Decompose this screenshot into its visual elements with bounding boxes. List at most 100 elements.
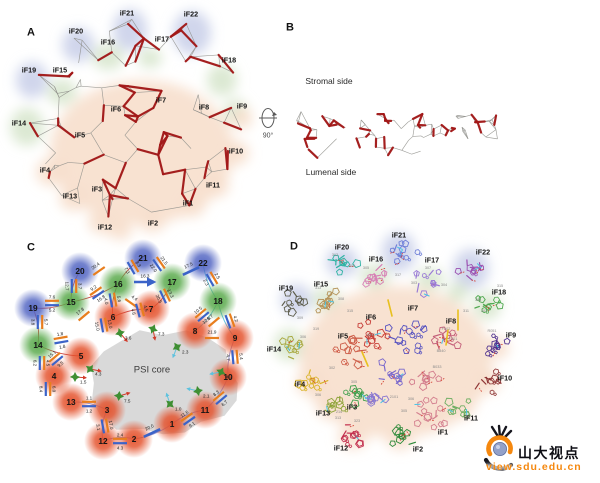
complex-circle-number: 9 <box>233 333 238 343</box>
svg-text:9.1: 9.1 <box>188 421 196 429</box>
residue-label: 305 <box>351 380 357 384</box>
lumenal-side-label: Lumenal side <box>305 166 357 177</box>
distance-bar: 4.5 4.6 <box>130 302 149 318</box>
residue-label: 313 <box>335 416 341 420</box>
molecule-cluster-iF20 <box>327 254 361 276</box>
distance-bar: 5.7 <box>206 313 221 328</box>
svg-text:6.0: 6.0 <box>52 386 57 393</box>
svg-text:12.7: 12.7 <box>65 282 70 291</box>
molecule-cluster <box>378 358 407 387</box>
if-label-d-iF15: iF15 <box>314 280 328 289</box>
svg-text:1.8: 1.8 <box>56 331 64 337</box>
if-label-a-iF2: iF2 <box>148 219 158 228</box>
if-label-d-iF9: iF9 <box>506 331 516 340</box>
if-label-a-iF5: iF5 <box>75 131 85 140</box>
core-arrow: 4.2 <box>209 367 233 380</box>
if-label-a-iF14: iF14 <box>12 119 26 128</box>
svg-text:21.9: 21.9 <box>208 329 217 334</box>
svg-text:5.7: 5.7 <box>44 319 49 326</box>
molecule-cluster-iF21 <box>389 239 423 266</box>
svg-text:7.3: 7.3 <box>158 332 165 337</box>
if-label-a-iF20: iF20 <box>69 27 83 36</box>
residue-label: 308 <box>338 297 344 301</box>
complex-circle-number: 21 <box>138 253 148 263</box>
molecule-cluster-iF12 <box>340 424 364 449</box>
distance-bar: 1.8 1.8 <box>53 331 69 350</box>
svg-text:21.5: 21.5 <box>159 255 168 266</box>
svg-text:2.5: 2.5 <box>214 272 222 280</box>
panel-a-letter: A <box>27 26 35 39</box>
svg-text:5.6: 5.6 <box>116 295 122 303</box>
svg-text:6.2: 6.2 <box>33 360 38 367</box>
panel-b-mesh <box>296 111 498 159</box>
svg-text:17.5: 17.5 <box>183 261 194 269</box>
complex-circle-number: 6 <box>111 312 116 322</box>
svg-text:1.2: 1.2 <box>86 408 93 413</box>
if-label-d-iF5: iF5 <box>338 332 348 341</box>
panel-c-core-arrows: 1.5 4.3 3.6 7.3 2.3 7.5 1.0 2.1 4.2 <box>69 324 233 412</box>
molecule-cluster-iF2 <box>389 424 417 448</box>
rotation-icon <box>259 108 277 128</box>
distance-bar: 15.19.5 <box>47 349 65 368</box>
if-label-a: iF21 iF22 iF20 iF16 iF17 iF18 iF19 iF15 iF7 iF6 iF… <box>12 9 247 232</box>
distance-bar: 1.1 1.2 <box>82 395 96 413</box>
if-label-a-iF3: iF3 <box>92 185 102 194</box>
svg-text:20.4: 20.4 <box>90 261 101 270</box>
panel-d-molecules <box>278 239 511 449</box>
residue-label: 303 <box>411 281 417 285</box>
complex-circle-number: 3 <box>105 405 110 415</box>
molecule-cluster-iF11 <box>444 397 472 419</box>
distance-bar: 4.2 <box>224 313 239 329</box>
distance-bar: 17.5 <box>182 261 200 276</box>
if-label-a-iF17: iF17 <box>155 35 169 44</box>
if-label-d-iF7: iF7 <box>408 304 418 313</box>
distance-bar: 21.522.0 <box>149 255 169 273</box>
distance-bar: 5.4 4.7 <box>225 349 244 365</box>
svg-text:3.6: 3.6 <box>125 336 132 341</box>
if-label-a-iF16: iF16 <box>101 38 115 47</box>
residue-label: 306 <box>349 264 355 268</box>
complex-circle-1 <box>153 405 191 443</box>
if-label-a-iF13: iF13 <box>63 192 77 201</box>
complex-circle-number: 22 <box>198 258 208 268</box>
svg-text:13.3: 13.3 <box>166 288 174 299</box>
if-label-d-iF10: iF10 <box>498 374 512 383</box>
complex-circle-5 <box>62 337 100 375</box>
molecule-cluster-iF6 <box>357 318 391 350</box>
residue-label: 214 <box>336 410 342 414</box>
svg-text:1.8: 1.8 <box>59 344 67 350</box>
svg-text:5.7: 5.7 <box>206 313 214 321</box>
watermark-brand: 山大视点 <box>518 445 580 461</box>
distance-bar: 20.4 <box>90 261 106 276</box>
if-label-d-iF6: iF6 <box>366 313 376 322</box>
complex-circle-number: 2 <box>132 434 137 444</box>
svg-text:2.1: 2.1 <box>203 394 210 399</box>
complex-circle-2 <box>115 420 153 458</box>
svg-text:12.8: 12.8 <box>201 315 211 325</box>
complex-circle-number: 14 <box>33 340 43 350</box>
complex-circle-number: 4 <box>52 371 57 381</box>
core-arrow: 3.6 <box>115 328 132 343</box>
svg-text:5.4: 5.4 <box>238 353 244 360</box>
residue-label: 2101 <box>390 395 398 399</box>
if-label-a-iF7: iF7 <box>156 96 166 105</box>
svg-text:5.2: 5.2 <box>49 307 56 312</box>
svg-text:9.5: 9.5 <box>56 360 64 368</box>
complex-circle-8 <box>176 312 214 350</box>
complex-circle-number: 5 <box>79 351 84 361</box>
svg-text:7.3: 7.3 <box>123 266 131 274</box>
distance-bar: 13.320.5 <box>155 288 175 304</box>
if-label-a-iF1: iF1 <box>183 199 193 208</box>
if-label-d-iF11: iF11 <box>464 414 478 423</box>
svg-text:4.2: 4.2 <box>232 315 239 323</box>
distance-bar: 21.9 <box>205 329 219 340</box>
molecule-cluster-iF5 <box>332 334 369 370</box>
residue-label: 305 <box>363 266 369 270</box>
if-label-d: iF20 iF21 iF22 iF16 iF17 iF19 iF15 iF18 iF14 iF5 i… <box>267 231 516 454</box>
molecule-cluster-iF16 <box>362 263 388 288</box>
if-label-d-iF4: iF4 <box>295 380 305 389</box>
residue-label: B840 <box>437 349 446 353</box>
complex-circle-6 <box>94 298 132 336</box>
distance-bar: 2.4 4.3 <box>113 432 127 450</box>
svg-text:1.0: 1.0 <box>175 407 182 412</box>
